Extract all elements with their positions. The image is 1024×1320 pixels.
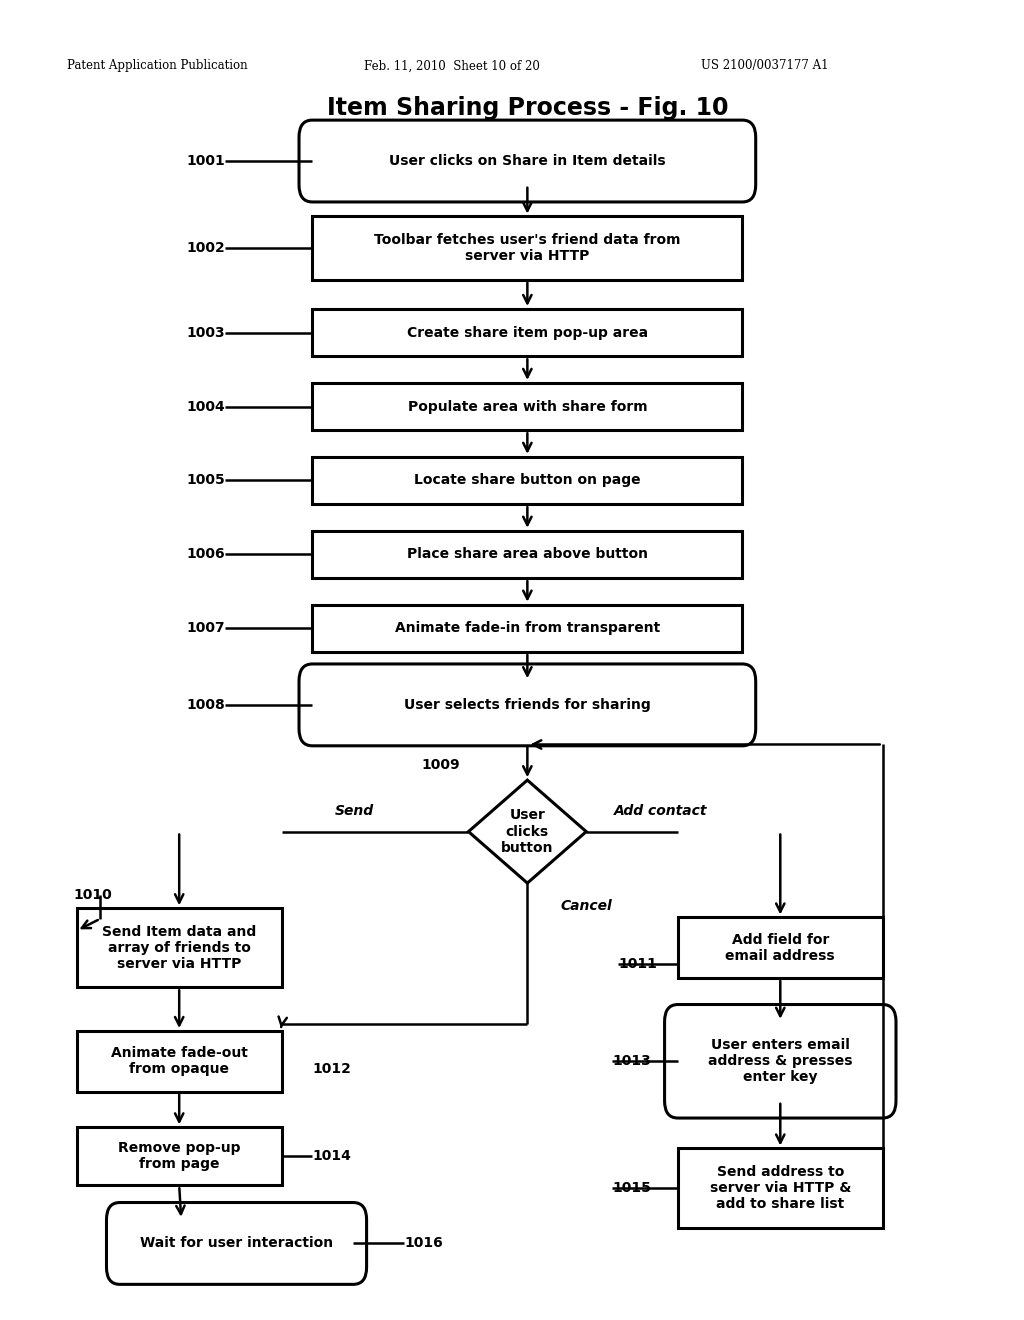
Text: 1011: 1011 (618, 957, 657, 970)
Bar (312, 309, 742, 356)
Text: Toolbar fetches user's friend data from
server via HTTP: Toolbar fetches user's friend data from … (374, 234, 681, 263)
Text: 1014: 1014 (312, 1150, 351, 1163)
Text: User
clicks
button: User clicks button (501, 808, 554, 855)
Text: 1009: 1009 (422, 758, 461, 772)
Bar (312, 383, 742, 430)
FancyBboxPatch shape (299, 120, 756, 202)
Bar (312, 216, 742, 280)
FancyBboxPatch shape (106, 1203, 367, 1284)
Text: 1016: 1016 (404, 1237, 443, 1250)
FancyBboxPatch shape (665, 1005, 896, 1118)
Text: Populate area with share form: Populate area with share form (408, 400, 647, 413)
Text: Cancel: Cancel (561, 899, 612, 913)
Text: Send: Send (335, 804, 374, 818)
Text: 1003: 1003 (186, 326, 225, 339)
Text: Add contact: Add contact (613, 804, 708, 818)
Text: 1008: 1008 (186, 698, 225, 711)
Bar (312, 457, 742, 504)
Text: 1013: 1013 (612, 1055, 651, 1068)
Text: 1006: 1006 (186, 548, 225, 561)
Text: Remove pop-up
from page: Remove pop-up from page (118, 1142, 241, 1171)
Bar (678, 917, 883, 978)
FancyBboxPatch shape (299, 664, 756, 746)
Text: Send Item data and
array of friends to
server via HTTP: Send Item data and array of friends to s… (102, 924, 256, 972)
Text: Create share item pop-up area: Create share item pop-up area (407, 326, 648, 339)
Text: Patent Application Publication: Patent Application Publication (67, 59, 247, 73)
Text: Item Sharing Process - Fig. 10: Item Sharing Process - Fig. 10 (327, 96, 728, 120)
Text: 1015: 1015 (612, 1181, 651, 1195)
Text: US 2100/0037177 A1: US 2100/0037177 A1 (701, 59, 829, 73)
Text: User clicks on Share in Item details: User clicks on Share in Item details (389, 154, 666, 168)
Bar (312, 605, 742, 652)
Text: Feb. 11, 2010  Sheet 10 of 20: Feb. 11, 2010 Sheet 10 of 20 (364, 59, 540, 73)
Text: Wait for user interaction: Wait for user interaction (140, 1237, 333, 1250)
Text: User enters email
address & presses
enter key: User enters email address & presses ente… (708, 1038, 853, 1085)
Text: User selects friends for sharing: User selects friends for sharing (404, 698, 650, 711)
Text: Locate share button on page: Locate share button on page (414, 474, 641, 487)
Bar (312, 531, 742, 578)
Text: Send address to
server via HTTP &
add to share list: Send address to server via HTTP & add to… (710, 1164, 851, 1212)
Text: 1010: 1010 (74, 888, 113, 902)
Text: 1001: 1001 (186, 154, 225, 168)
Text: Add field for
email address: Add field for email address (725, 933, 836, 962)
Bar (77, 1127, 282, 1185)
Text: 1007: 1007 (186, 622, 225, 635)
Text: 1004: 1004 (186, 400, 225, 413)
Bar (77, 1031, 282, 1092)
Bar (678, 1148, 883, 1228)
Text: 1005: 1005 (186, 474, 225, 487)
Polygon shape (469, 780, 586, 883)
Text: Animate fade-out
from opaque: Animate fade-out from opaque (111, 1047, 248, 1076)
Text: 1002: 1002 (186, 242, 225, 255)
Bar (77, 908, 282, 987)
Text: 1012: 1012 (312, 1063, 351, 1076)
Text: Animate fade-in from transparent: Animate fade-in from transparent (394, 622, 660, 635)
Text: Place share area above button: Place share area above button (407, 548, 648, 561)
